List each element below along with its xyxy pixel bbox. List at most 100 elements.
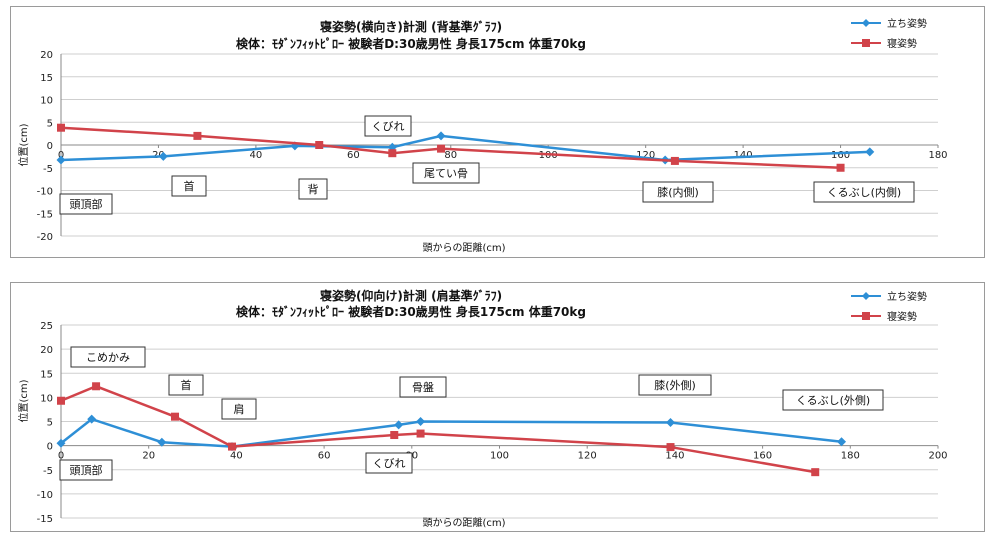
chart-subtitle: 検体：ﾓﾀﾞﾝﾌｨｯﾄﾋﾟﾛｰ 被験者D:30歳男性 身長175cm 体重70k… <box>236 36 586 51</box>
data-point <box>666 417 676 427</box>
x-tick-label: 120 <box>636 150 655 161</box>
y-tick-label: -15 <box>37 514 53 525</box>
y-axis-label: 位置(cm) <box>17 379 30 422</box>
data-point <box>87 414 97 424</box>
x-axis-label: 頭からの距離(cm) <box>422 241 505 254</box>
annotation-box <box>813 181 915 203</box>
x-tick-label: 140 <box>734 150 753 161</box>
data-point <box>416 429 425 438</box>
annotation-box <box>399 376 447 398</box>
annotation-box <box>365 452 413 474</box>
x-tick-label: 160 <box>831 150 850 161</box>
data-point <box>416 417 426 426</box>
y-tick-label: -10 <box>37 490 53 501</box>
x-tick-label: 0 <box>58 150 64 161</box>
x-tick-label: 40 <box>250 150 263 161</box>
annotation-box <box>782 389 884 411</box>
legend-marker <box>862 292 870 300</box>
legend-marker <box>862 39 870 47</box>
x-tick-label: 100 <box>490 451 509 462</box>
x-tick-label: 40 <box>230 451 243 462</box>
y-tick-label: -5 <box>43 164 53 175</box>
data-point <box>157 437 167 447</box>
y-tick-label: 15 <box>40 369 53 380</box>
y-tick-label: 20 <box>40 345 53 356</box>
legend-marker <box>862 312 870 320</box>
annotation-box <box>364 115 412 137</box>
annotation-label: 背 <box>308 182 319 196</box>
x-tick-label: 200 <box>928 451 947 462</box>
data-point <box>315 141 324 149</box>
data-point <box>436 131 446 141</box>
legend-label: 立ち姿勢 <box>887 17 927 30</box>
y-tick-label: 25 <box>40 321 53 332</box>
annotation-box <box>168 374 204 396</box>
y-tick-label: 10 <box>40 393 53 404</box>
annotation-label: 肩 <box>234 402 245 416</box>
annotation-label: 膝(外側) <box>654 379 696 392</box>
x-tick-label: 140 <box>665 451 684 462</box>
data-point <box>388 149 397 158</box>
annotation-label: 骨盤 <box>412 381 434 394</box>
chart-title: 寝姿勢(仰向け)計測 (肩基準ｸﾞﾗﾌ) <box>320 288 502 303</box>
chart-subtitle: 検体：ﾓﾀﾞﾝﾌｨｯﾄﾋﾟﾛｰ 被験者D:30歳男性 身長175cm 体重70k… <box>236 304 586 319</box>
data-point <box>57 396 65 405</box>
y-tick-label: 10 <box>40 96 53 107</box>
data-point <box>228 442 237 451</box>
data-point <box>92 382 101 391</box>
annotation-box <box>298 178 328 200</box>
data-point <box>57 123 65 132</box>
annotation-label: くびれ <box>372 120 405 133</box>
annotation-label: こめかみ <box>86 351 130 364</box>
y-tick-label: 15 <box>40 73 53 84</box>
data-point <box>394 420 404 430</box>
x-tick-label: 160 <box>753 451 772 462</box>
annotation-box <box>412 162 480 184</box>
data-point <box>670 156 679 165</box>
y-tick-label: 5 <box>47 418 53 429</box>
data-point <box>56 438 66 448</box>
annotation-box <box>638 374 712 396</box>
legend-label: 寝姿勢 <box>887 37 917 50</box>
chart-title: 寝姿勢(横向き)計測 (背基準ｸﾞﾗﾌ) <box>320 19 502 34</box>
annotation-label: くびれ <box>373 457 406 470</box>
x-tick-label: 80 <box>444 150 457 161</box>
annotation-label: 頭頂部 <box>70 197 103 211</box>
annotation-box <box>70 346 146 368</box>
x-tick-label: 0 <box>58 451 64 462</box>
chart-back-svg: -15-10-505101520250204060801001201401601… <box>17 288 948 529</box>
data-point <box>437 144 446 153</box>
x-tick-label: 180 <box>928 150 947 161</box>
x-axis-label: 頭からの距離(cm) <box>422 516 505 529</box>
series-line-1 <box>60 384 816 474</box>
data-point <box>865 147 875 157</box>
y-tick-label: -10 <box>37 187 53 198</box>
series-line-0 <box>60 417 842 448</box>
y-tick-label: 0 <box>47 141 53 152</box>
legend-label: 寝姿勢 <box>887 310 917 323</box>
data-point <box>56 155 66 165</box>
annotation-label: 膝(内側) <box>657 185 699 199</box>
annotation-box <box>642 181 714 203</box>
x-tick-label: 20 <box>142 451 155 462</box>
data-point <box>390 431 399 440</box>
x-tick-label: 60 <box>347 150 360 161</box>
annotation-label: くるぶし(内側) <box>827 185 901 199</box>
data-point <box>193 131 202 140</box>
y-tick-label: 5 <box>47 118 53 129</box>
x-tick-label: 180 <box>841 451 860 462</box>
annotation-box <box>59 193 113 215</box>
x-tick-label: 60 <box>318 451 331 462</box>
y-tick-label: 0 <box>47 442 53 453</box>
y-tick-label: -20 <box>37 232 53 243</box>
data-point <box>171 412 180 421</box>
data-point <box>158 151 168 161</box>
annotation-label: 頭頂部 <box>70 463 103 477</box>
chart-panel-back: -15-10-505101520250204060801001201401601… <box>10 282 985 532</box>
annotation-box <box>221 398 257 420</box>
annotation-label: 首 <box>184 179 195 193</box>
annotation-label: くるぶし(外側) <box>796 394 870 407</box>
y-tick-label: 20 <box>40 50 53 61</box>
y-tick-label: -5 <box>43 466 53 477</box>
